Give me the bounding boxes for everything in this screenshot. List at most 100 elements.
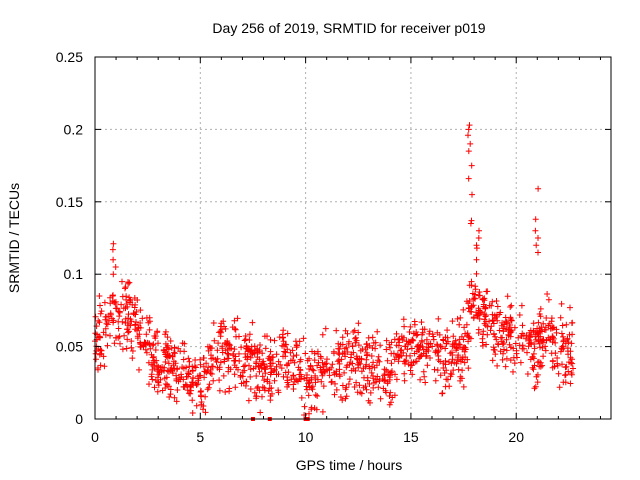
data-point xyxy=(259,384,266,391)
data-point xyxy=(373,362,380,369)
data-point xyxy=(501,346,507,353)
data-point xyxy=(491,330,497,337)
data-point xyxy=(556,384,563,391)
data-point xyxy=(483,288,490,295)
data-point xyxy=(495,341,502,348)
data-point xyxy=(246,337,253,343)
data-point xyxy=(368,353,375,359)
data-point xyxy=(386,376,393,383)
data-point xyxy=(516,312,523,318)
data-point xyxy=(394,351,401,358)
data-point xyxy=(563,363,570,370)
data-point xyxy=(245,397,252,404)
data-point xyxy=(337,394,344,400)
data-point xyxy=(282,349,289,356)
data-point xyxy=(557,314,564,321)
data-point xyxy=(222,347,229,354)
data-point xyxy=(502,363,509,370)
data-point xyxy=(97,310,104,317)
data-point xyxy=(470,296,477,303)
data-point xyxy=(133,319,139,325)
data-point xyxy=(350,349,357,356)
data-point xyxy=(261,333,268,340)
data-point xyxy=(401,323,408,330)
data-point xyxy=(355,329,362,336)
data-point xyxy=(201,374,208,381)
data-point xyxy=(348,367,355,374)
data-point xyxy=(194,373,201,380)
data-point xyxy=(165,360,172,367)
data-point xyxy=(530,327,537,334)
data-point xyxy=(492,351,499,358)
data-point xyxy=(247,373,254,380)
data-point xyxy=(341,369,348,376)
data-point xyxy=(343,384,350,391)
data-point xyxy=(363,356,370,363)
data-point xyxy=(319,331,326,338)
data-point xyxy=(112,264,119,270)
data-point xyxy=(355,320,362,327)
data-point xyxy=(407,323,414,330)
data-point xyxy=(166,394,173,400)
data-point xyxy=(458,333,465,340)
data-point xyxy=(496,327,503,334)
data-point xyxy=(497,348,504,355)
data-point xyxy=(535,249,541,256)
data-point xyxy=(442,345,449,352)
data-point xyxy=(542,347,549,354)
data-point xyxy=(312,372,319,379)
data-point xyxy=(389,368,395,375)
data-point xyxy=(411,350,418,357)
data-point xyxy=(246,331,253,338)
data-point xyxy=(266,385,273,392)
data-point xyxy=(447,373,454,380)
data-point xyxy=(119,293,126,300)
data-point xyxy=(552,350,559,357)
data-point xyxy=(508,317,515,324)
data-point xyxy=(438,344,445,350)
data-point xyxy=(136,331,143,338)
data-point xyxy=(535,338,542,345)
data-point xyxy=(540,353,547,360)
data-point xyxy=(375,384,382,391)
data-point xyxy=(422,379,429,386)
x-tick-label: 20 xyxy=(508,429,524,445)
data-point xyxy=(318,378,325,385)
data-point xyxy=(458,375,465,382)
data-point xyxy=(383,337,390,344)
data-point xyxy=(210,377,217,384)
data-point xyxy=(548,315,555,322)
data-point xyxy=(130,310,137,317)
data-point xyxy=(259,373,266,380)
data-point xyxy=(301,403,308,410)
data-point xyxy=(243,345,250,352)
data-point xyxy=(271,366,278,373)
data-point xyxy=(116,309,123,316)
data-point xyxy=(473,256,480,263)
data-point xyxy=(440,360,447,367)
data-point xyxy=(145,359,152,366)
data-point xyxy=(434,349,441,356)
data-point xyxy=(238,344,245,351)
data-point xyxy=(393,342,400,349)
data-point xyxy=(284,330,291,337)
data-point xyxy=(230,352,237,359)
data-point xyxy=(463,321,470,328)
data-point xyxy=(220,372,227,379)
data-point xyxy=(352,335,359,342)
data-point xyxy=(443,340,450,347)
data-point xyxy=(284,346,291,353)
data-point xyxy=(273,363,280,370)
data-point xyxy=(439,390,446,397)
data-point xyxy=(134,335,141,342)
data-point xyxy=(473,270,480,277)
data-point xyxy=(210,320,217,326)
data-point xyxy=(143,331,150,338)
data-point xyxy=(101,363,108,370)
data-point xyxy=(154,328,161,335)
data-point xyxy=(399,337,406,343)
data-point xyxy=(107,294,114,301)
data-point xyxy=(368,369,375,376)
data-point xyxy=(465,338,472,345)
